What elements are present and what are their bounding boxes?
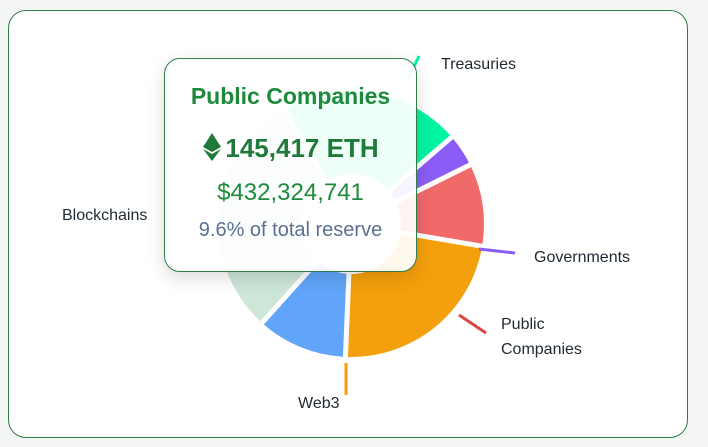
leader-public-companies	[458, 313, 487, 335]
slice-tooltip: Public Companies 145,417 ETH $432,324,74…	[164, 58, 417, 272]
reserve-chart-card: Treasuries Governments Public Companies …	[8, 10, 688, 438]
slice-public-companies[interactable]	[396, 167, 485, 244]
label-blockchains: Blockchains	[62, 207, 147, 224]
tooltip-usd-amount: $432,324,741	[217, 179, 364, 206]
tooltip-share: 9.6% of total reserve	[198, 219, 383, 241]
label-public-companies-line2: Companies	[501, 341, 582, 358]
label-treasuries: Treasuries	[441, 56, 516, 73]
ethereum-icon	[203, 133, 222, 161]
leader-governments	[478, 247, 516, 255]
label-governments: Governments	[534, 249, 630, 266]
tooltip-eth-amount-row: 145,417 ETH	[165, 133, 416, 164]
slice-blockchains[interactable]	[263, 262, 347, 357]
label-web3: Web3	[298, 395, 340, 412]
tooltip-eth-amount: 145,417 ETH	[225, 133, 379, 163]
tooltip-title: Public Companies	[190, 83, 391, 109]
label-public-companies-line1: Public	[501, 316, 545, 333]
